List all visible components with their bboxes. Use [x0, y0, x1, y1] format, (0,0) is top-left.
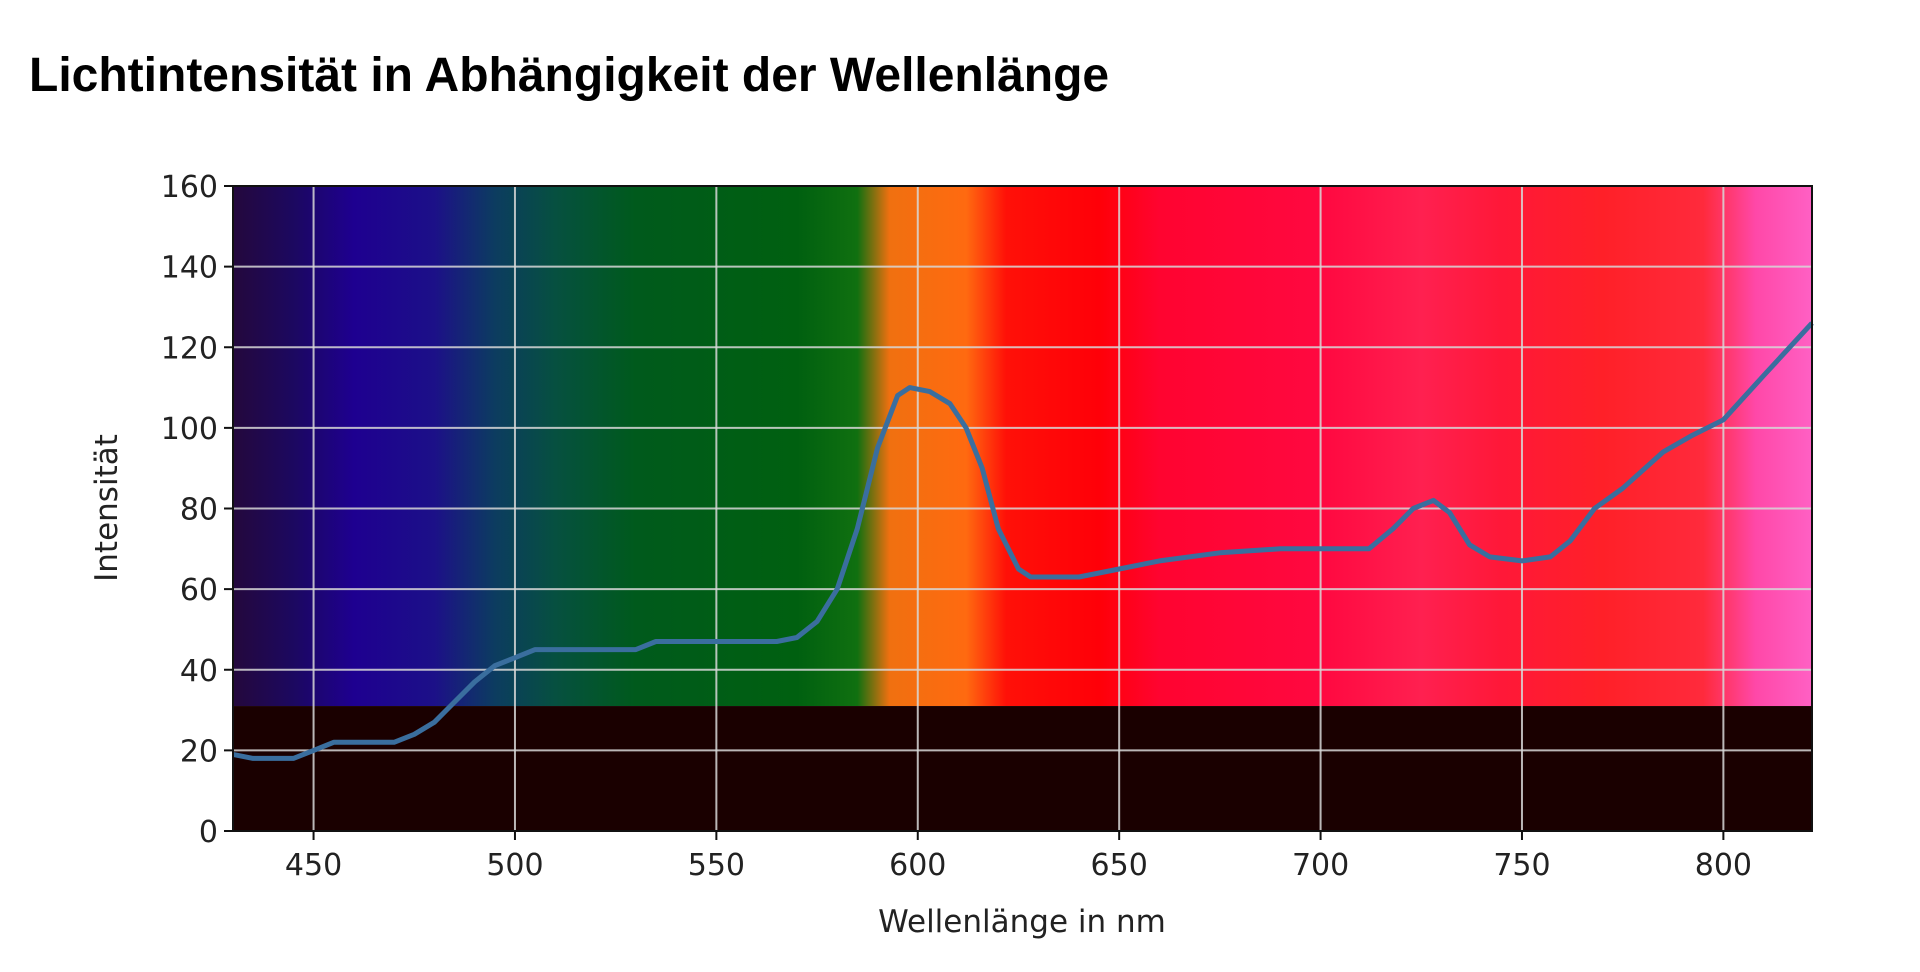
data-line: [232, 321, 1814, 761]
y-axis-label: Intensität: [89, 434, 125, 582]
y-tick-label: 120: [161, 331, 218, 366]
y-tick-label: 140: [161, 251, 218, 286]
x-axis-label: Wellenlänge in nm: [878, 904, 1166, 940]
x-tick-label: 600: [889, 848, 946, 883]
x-tick-label: 550: [688, 848, 745, 883]
x-tick-label: 500: [486, 848, 543, 883]
y-tick-label: 80: [180, 493, 218, 528]
dark-band: [233, 706, 1812, 831]
y-tick-label: 100: [161, 412, 218, 447]
x-tick-label: 450: [285, 848, 342, 883]
chart-title: Lichtintensität in Abhängigkeit der Well…: [29, 49, 1110, 102]
spectrum-band: [233, 186, 1812, 707]
x-tick-label: 650: [1091, 848, 1148, 883]
y-tick-label: 20: [180, 734, 218, 769]
y-tick-label: 160: [161, 170, 218, 205]
y-tick-label: 40: [180, 654, 218, 689]
x-tick-label: 800: [1695, 848, 1752, 883]
x-tick-label: 700: [1292, 848, 1349, 883]
x-tick-label: 750: [1493, 848, 1550, 883]
y-tick-label: 0: [199, 815, 218, 850]
y-tick-label: 60: [180, 573, 218, 608]
